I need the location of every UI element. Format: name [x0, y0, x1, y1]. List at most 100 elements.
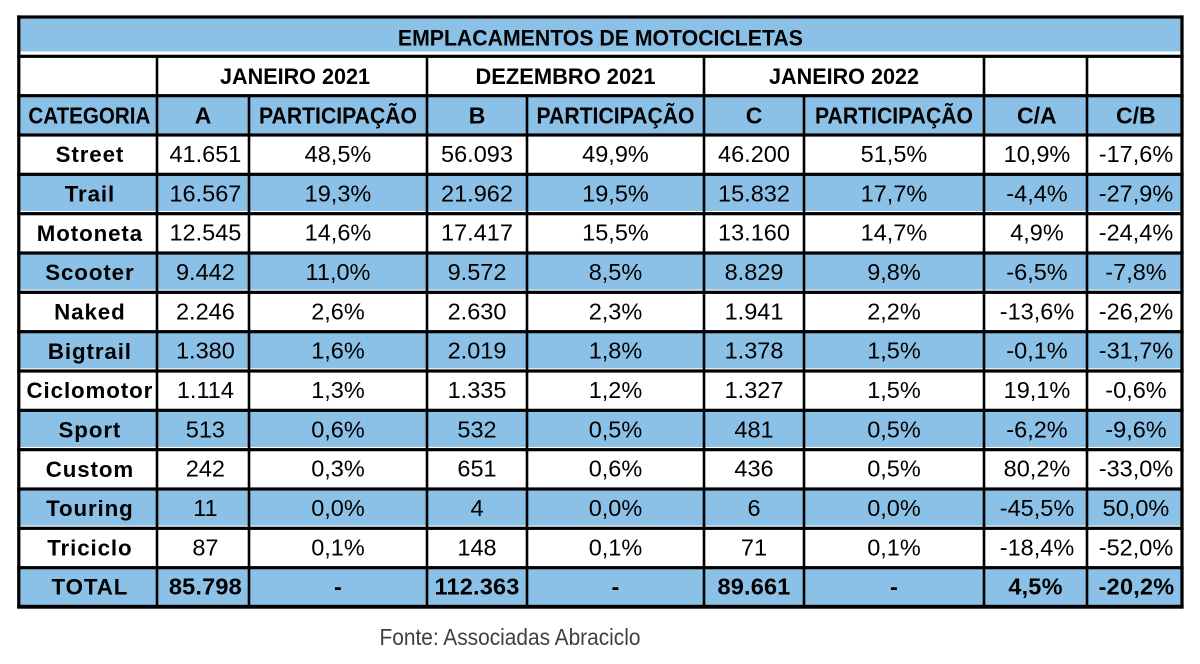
svg-text:Custom: Custom [46, 457, 134, 482]
svg-text:13.160: 13.160 [718, 220, 790, 246]
svg-text:-6,5%: -6,5% [1006, 259, 1067, 285]
svg-text:-27,9%: -27,9% [1099, 180, 1174, 206]
svg-text:17,7%: 17,7% [861, 180, 928, 206]
svg-text:-20,2%: -20,2% [1099, 574, 1175, 600]
svg-text:80,2%: 80,2% [1004, 456, 1071, 482]
svg-text:Scooter: Scooter [45, 260, 134, 285]
svg-text:1,6%: 1,6% [311, 338, 365, 364]
svg-text:51,5%: 51,5% [861, 141, 928, 167]
svg-text:19,1%: 19,1% [1004, 377, 1071, 403]
svg-text:-0,6%: -0,6% [1105, 377, 1166, 403]
svg-text:0,5%: 0,5% [867, 416, 921, 442]
svg-text:0,5%: 0,5% [867, 456, 921, 482]
svg-text:CATEGORIA: CATEGORIA [28, 103, 150, 129]
svg-text:TOTAL: TOTAL [52, 575, 129, 600]
svg-text:Bigtrail: Bigtrail [48, 339, 132, 364]
svg-text:2,2%: 2,2% [867, 298, 921, 324]
svg-text:0,0%: 0,0% [867, 495, 921, 521]
svg-text:1,8%: 1,8% [589, 338, 643, 364]
svg-text:11,0%: 11,0% [306, 259, 371, 285]
svg-text:17.417: 17.417 [441, 220, 513, 246]
svg-text:PARTICIPAÇÃO: PARTICIPAÇÃO [815, 102, 973, 129]
svg-text:PARTICIPAÇÃO: PARTICIPAÇÃO [259, 102, 417, 129]
svg-text:0,1%: 0,1% [589, 534, 643, 560]
svg-text:C/B: C/B [1116, 103, 1156, 129]
svg-text:-18,4%: -18,4% [1000, 534, 1075, 560]
svg-text:EMPLACAMENTOS DE MOTOCICLETAS: EMPLACAMENTOS DE MOTOCICLETAS [398, 26, 803, 51]
svg-text:1.941: 1.941 [725, 298, 784, 324]
svg-text:Ciclomotor: Ciclomotor [27, 378, 154, 403]
svg-text:1,5%: 1,5% [867, 338, 921, 364]
svg-text:436: 436 [734, 456, 773, 482]
svg-text:2.630: 2.630 [448, 298, 507, 324]
svg-text:DEZEMBRO 2021: DEZEMBRO 2021 [476, 64, 656, 89]
svg-text:1,5%: 1,5% [867, 377, 921, 403]
svg-text:481: 481 [734, 416, 773, 442]
svg-text:C: C [746, 103, 763, 129]
svg-text:651: 651 [457, 456, 496, 482]
svg-text:1.378: 1.378 [725, 338, 784, 364]
svg-text:2.019: 2.019 [448, 338, 507, 364]
svg-text:14,7%: 14,7% [861, 220, 928, 246]
svg-text:513: 513 [186, 416, 225, 442]
svg-text:12.545: 12.545 [169, 220, 241, 246]
svg-text:1,3%: 1,3% [311, 377, 365, 403]
svg-text:16.567: 16.567 [169, 180, 241, 206]
svg-text:19,5%: 19,5% [582, 180, 649, 206]
svg-text:1.327: 1.327 [725, 377, 784, 403]
svg-text:85.798: 85.798 [169, 574, 242, 600]
svg-text:87: 87 [192, 534, 218, 560]
svg-text:-: - [334, 574, 342, 600]
svg-text:4: 4 [470, 495, 483, 521]
svg-text:0,5%: 0,5% [589, 416, 643, 442]
svg-text:-31,7%: -31,7% [1099, 338, 1174, 364]
svg-text:Sport: Sport [59, 418, 122, 443]
svg-text:-7,8%: -7,8% [1105, 259, 1166, 285]
svg-text:2.246: 2.246 [176, 298, 235, 324]
svg-text:JANEIRO 2022: JANEIRO 2022 [769, 64, 919, 89]
svg-text:2,6%: 2,6% [311, 298, 365, 324]
svg-text:JANEIRO 2021: JANEIRO 2021 [220, 64, 370, 89]
svg-text:532: 532 [457, 416, 496, 442]
svg-text:0,3%: 0,3% [311, 456, 365, 482]
svg-text:19,3%: 19,3% [305, 180, 372, 206]
svg-text:242: 242 [186, 456, 225, 482]
svg-text:1.114: 1.114 [177, 377, 234, 403]
svg-text:B: B [469, 103, 486, 129]
svg-text:0,1%: 0,1% [867, 534, 921, 560]
svg-text:4,9%: 4,9% [1010, 220, 1064, 246]
svg-text:-13,6%: -13,6% [1000, 298, 1075, 324]
svg-text:-17,6%: -17,6% [1099, 141, 1174, 167]
svg-text:Touring: Touring [46, 496, 134, 521]
svg-text:0,6%: 0,6% [311, 416, 365, 442]
svg-text:-45,5%: -45,5% [1000, 495, 1075, 521]
svg-text:-9,6%: -9,6% [1105, 416, 1166, 442]
svg-text:Trail: Trail [65, 182, 115, 207]
svg-text:15,5%: 15,5% [582, 220, 649, 246]
svg-text:50,0%: 50,0% [1103, 495, 1170, 521]
svg-text:-52,0%: -52,0% [1099, 534, 1174, 560]
svg-text:0,0%: 0,0% [589, 495, 643, 521]
svg-text:41.651: 41.651 [169, 141, 241, 167]
svg-text:10,9%: 10,9% [1004, 141, 1071, 167]
svg-text:0,0%: 0,0% [311, 495, 365, 521]
svg-text:Fonte: Associadas Abraciclo: Fonte: Associadas Abraciclo [380, 624, 641, 650]
svg-text:Motoneta: Motoneta [37, 221, 143, 246]
svg-text:48,5%: 48,5% [305, 141, 372, 167]
svg-text:49,9%: 49,9% [582, 141, 649, 167]
svg-text:1,2%: 1,2% [589, 377, 643, 403]
svg-text:1.335: 1.335 [448, 377, 507, 403]
svg-text:9.442: 9.442 [176, 259, 235, 285]
svg-text:9,8%: 9,8% [867, 259, 921, 285]
svg-text:14,6%: 14,6% [305, 220, 372, 246]
svg-text:1.380: 1.380 [176, 338, 235, 364]
svg-text:56.093: 56.093 [441, 141, 513, 167]
svg-text:71: 71 [741, 534, 767, 560]
svg-text:0,6%: 0,6% [589, 456, 643, 482]
svg-text:46.200: 46.200 [718, 141, 790, 167]
svg-text:-4,4%: -4,4% [1006, 180, 1067, 206]
svg-text:4,5%: 4,5% [1008, 574, 1062, 600]
svg-text:2,3%: 2,3% [589, 298, 643, 324]
svg-text:PARTICIPAÇÃO: PARTICIPAÇÃO [537, 102, 695, 129]
svg-text:21.962: 21.962 [441, 180, 513, 206]
